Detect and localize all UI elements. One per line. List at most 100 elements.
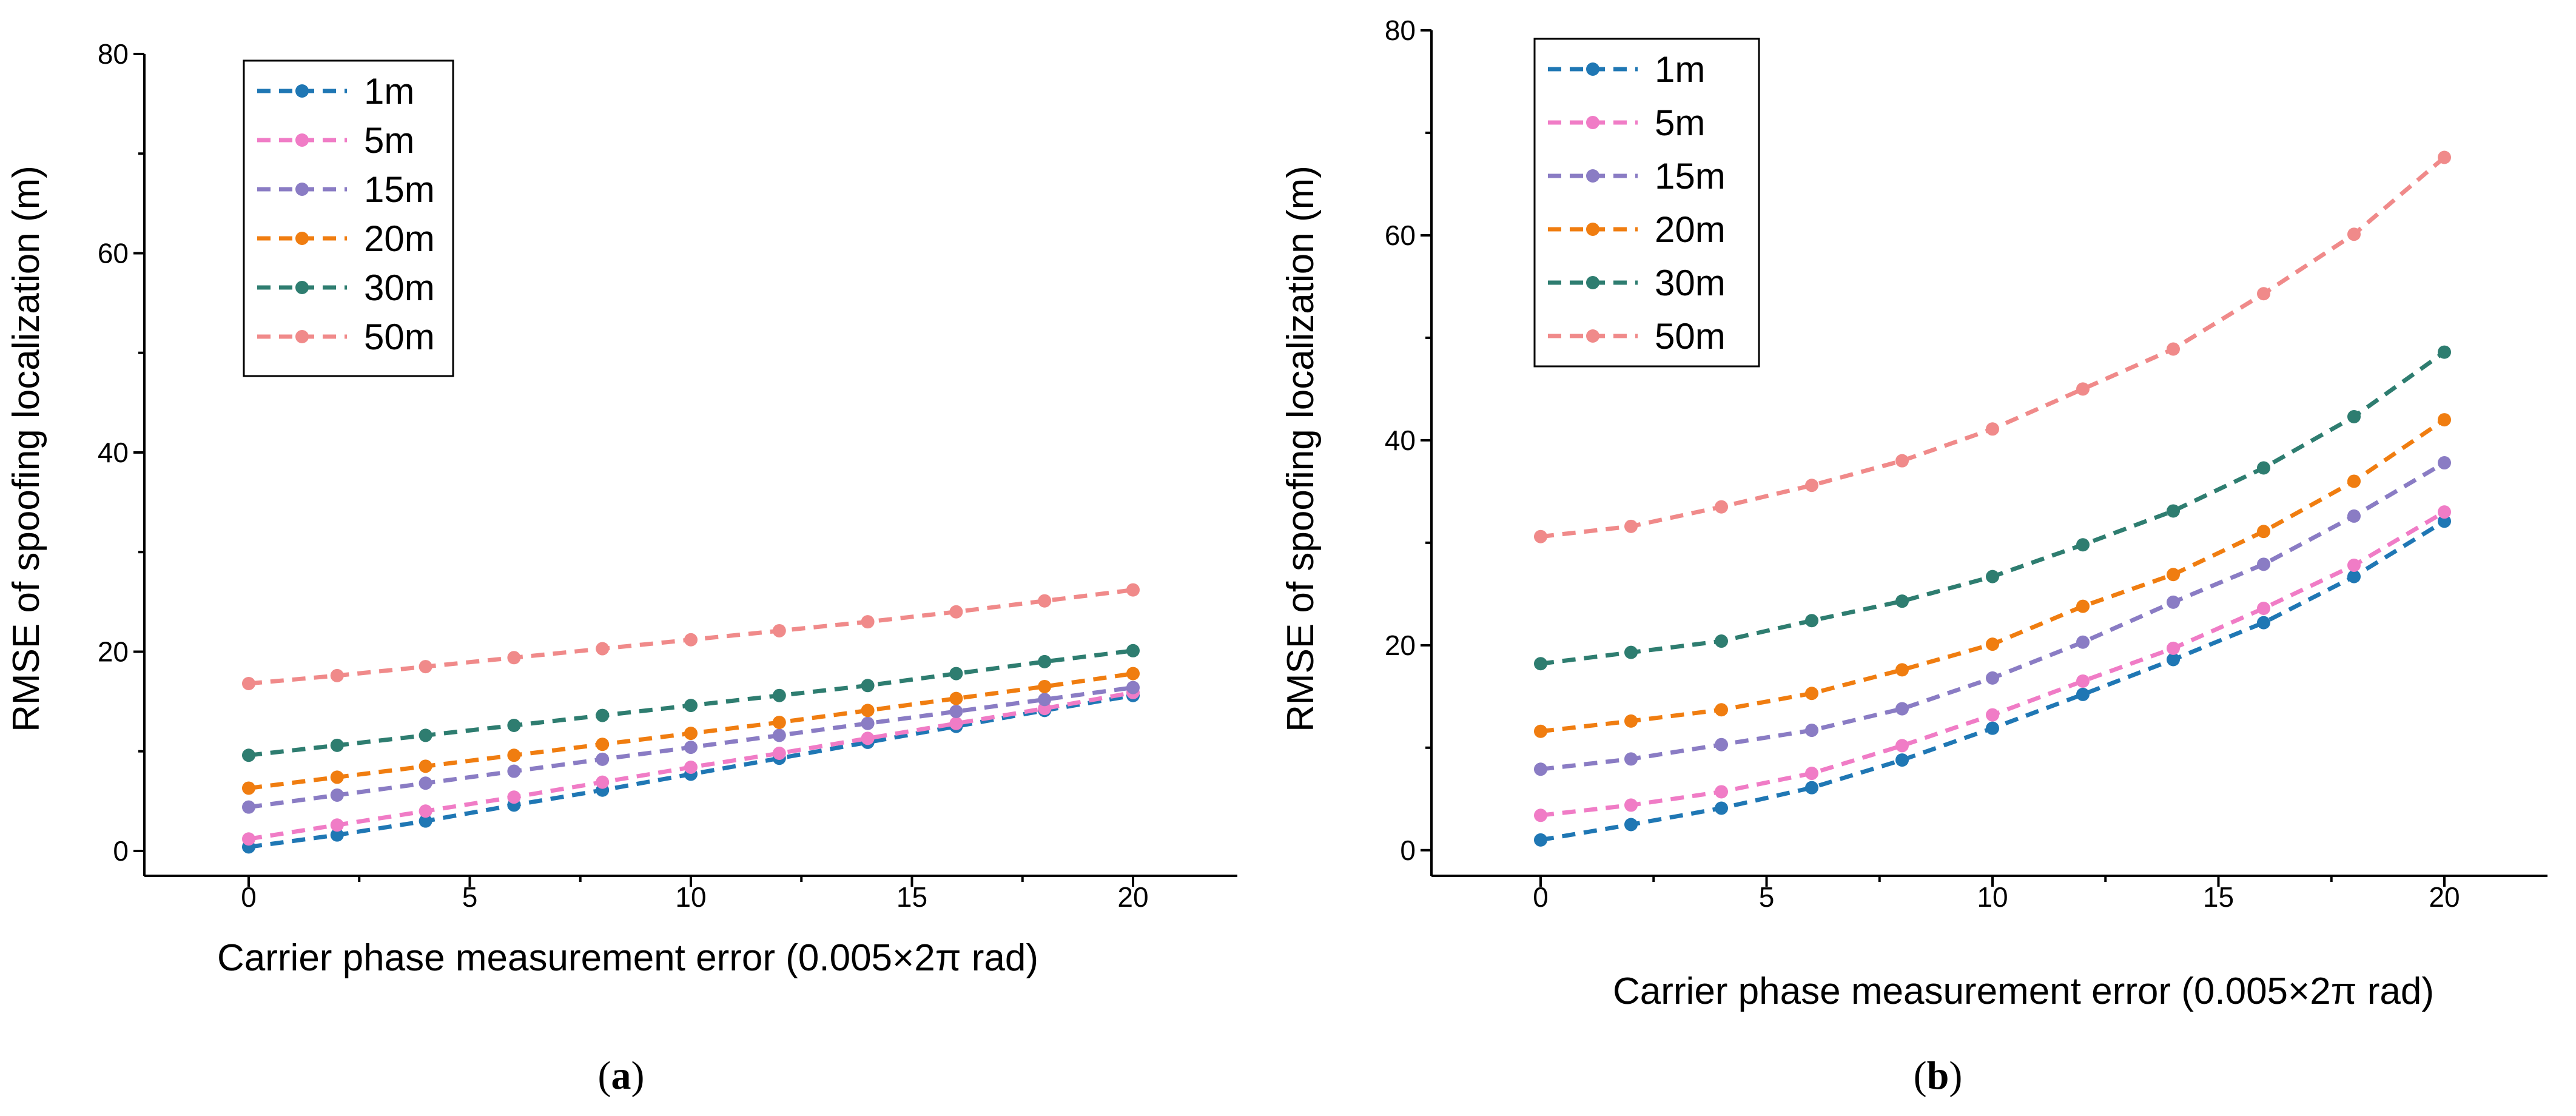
chart-panel-a: 0 20 40 60 80 0 5 10 15 20 Carrier phase measureme… [5, 38, 1237, 1098]
data-point-5m [1805, 767, 1818, 781]
data-point-20m [861, 704, 875, 718]
data-point-30m [596, 708, 610, 722]
x-tick-label: 0 [241, 881, 257, 913]
data-point-50m [772, 624, 786, 637]
legend-swatch-marker-20m [295, 232, 309, 245]
data-point-15m [2438, 456, 2451, 470]
legend-box [1533, 38, 1760, 368]
data-point-30m [2347, 410, 2361, 424]
data-point-5m [1986, 708, 1999, 722]
data-point-20m [507, 748, 521, 762]
x-tick-label: 20 [2429, 881, 2460, 913]
y-tick-label: 0 [1400, 835, 1416, 866]
data-point-50m [1895, 454, 1909, 468]
data-point-20m [684, 727, 698, 741]
data-point-30m [2438, 345, 2451, 359]
legend-swatch-marker-5m [295, 133, 309, 147]
legend-swatch-marker-15m [1586, 169, 1599, 183]
data-point-50m [419, 660, 432, 674]
data-point-50m [2438, 150, 2451, 164]
data-point-15m [1805, 724, 1818, 738]
data-point-50m [242, 677, 255, 691]
data-point-20m [2167, 568, 2180, 582]
data-point-1m [1895, 753, 1909, 767]
data-point-30m [684, 699, 698, 713]
data-point-15m [772, 728, 786, 742]
data-point-5m [596, 775, 610, 789]
data-point-30m [2076, 538, 2090, 552]
legend-label-1m: 1m [364, 71, 414, 112]
x-tick-label: 20 [1117, 881, 1148, 913]
data-point-5m [419, 804, 432, 818]
legend-swatch-marker-15m [295, 183, 309, 196]
data-point-20m [1715, 703, 1728, 717]
data-point-5m [2076, 674, 2090, 688]
data-point-50m [1534, 529, 1547, 543]
legend-label-5m: 5m [364, 120, 414, 161]
data-point-50m [1986, 422, 1999, 436]
legend-label-50m: 50m [364, 317, 435, 357]
y-tick-label: 20 [98, 636, 129, 667]
data-point-15m [1986, 671, 1999, 685]
y-tick-label: 40 [1385, 425, 1416, 456]
y-tick-label: 60 [98, 237, 129, 269]
panel-label: (b) [1914, 1054, 1963, 1098]
data-point-20m [1624, 714, 1638, 728]
data-point-15m [949, 705, 963, 718]
data-point-5m [2257, 601, 2270, 615]
series-line-5m [1540, 510, 2446, 818]
data-point-5m [1624, 798, 1638, 812]
y-tick-label: 40 [98, 437, 129, 468]
x-tick-label: 5 [462, 881, 478, 913]
data-point-50m [684, 633, 698, 647]
data-point-15m [596, 752, 610, 766]
data-point-20m [242, 781, 255, 795]
legend: 1m 5m 15m 20m 30m 50m [243, 59, 454, 377]
data-point-30m [1126, 644, 1140, 657]
data-point-30m [1624, 645, 1638, 659]
data-point-15m [1895, 702, 1909, 716]
legend-swatch-marker-1m [295, 84, 309, 98]
data-point-20m [2076, 599, 2090, 613]
data-point-30m [1986, 570, 1999, 583]
data-point-5m [2438, 505, 2451, 519]
data-point-15m [684, 741, 698, 755]
data-point-15m [242, 800, 255, 814]
data-point-5m [2167, 641, 2180, 655]
data-point-20m [1126, 667, 1140, 681]
data-point-15m [2076, 635, 2090, 649]
data-point-1m [1534, 833, 1547, 847]
data-point-50m [1126, 583, 1140, 597]
x-tick-label: 5 [1759, 881, 1775, 913]
data-point-50m [2257, 287, 2270, 301]
data-point-15m [2257, 557, 2270, 571]
legend-label-30m: 30m [1655, 263, 1726, 303]
data-point-30m [1534, 657, 1547, 671]
data-point-50m [949, 605, 963, 619]
data-point-20m [1038, 679, 1052, 693]
legend-label-20m: 20m [364, 218, 435, 259]
data-point-30m [507, 718, 521, 732]
y-tick-label: 60 [1385, 220, 1416, 251]
data-point-50m [507, 651, 521, 665]
x-tick-label: 15 [896, 881, 927, 913]
data-point-1m [1715, 801, 1728, 815]
data-point-15m [2167, 595, 2180, 609]
data-point-50m [2347, 227, 2361, 241]
data-point-30m [1715, 634, 1728, 648]
x-axis-label: Carrier phase measurement error (0.005×2… [1613, 970, 2434, 1012]
data-point-15m [330, 788, 344, 802]
data-point-20m [1986, 637, 1999, 651]
data-point-20m [949, 691, 963, 705]
data-point-50m [2167, 342, 2180, 356]
data-point-1m [2347, 570, 2361, 583]
data-point-50m [330, 668, 344, 682]
legend-swatch-marker-30m [1586, 276, 1599, 289]
data-point-20m [772, 716, 786, 730]
data-point-20m [2257, 525, 2270, 539]
legend-label-50m: 50m [1655, 316, 1726, 357]
data-point-30m [330, 738, 344, 752]
data-point-15m [2347, 509, 2361, 523]
legend-swatch-marker-50m [1586, 329, 1599, 343]
legend-box [243, 59, 454, 377]
